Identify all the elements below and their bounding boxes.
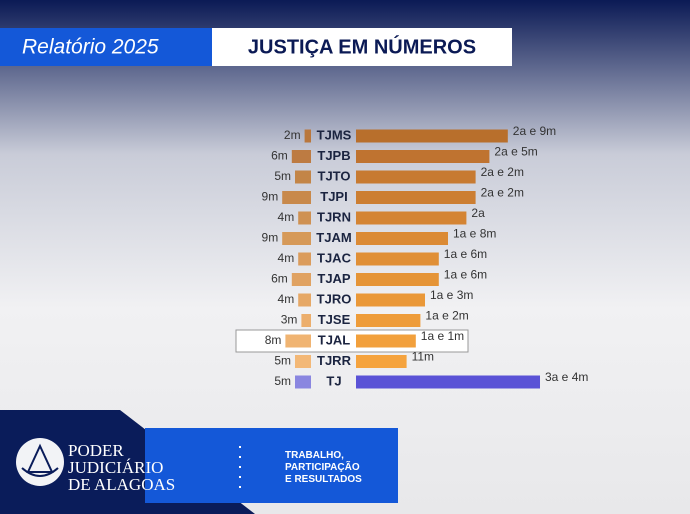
bar (356, 273, 439, 286)
bar (356, 191, 476, 204)
bar (291, 150, 311, 163)
category-label: TJRN (317, 209, 351, 224)
value-label: 5m (274, 354, 291, 368)
bar (356, 314, 421, 327)
value-label: 2a (471, 206, 485, 220)
value-label: 2a e 2m (481, 165, 524, 179)
chart: TJMS 2m 2a e 9m TJPB 6m 2a e 5m TJTO 5m 2a e 2m T… (235, 124, 588, 389)
value-label: 6m (271, 149, 288, 163)
logo-emblem (21, 443, 59, 477)
motto-line: TRABALHO, (285, 450, 344, 461)
bar (356, 252, 439, 266)
value-label: 3m (281, 313, 298, 327)
value-label: 5m (274, 169, 291, 183)
bar (282, 232, 311, 245)
bar (356, 355, 407, 368)
value-label: 1a e 1m (421, 329, 464, 343)
value-label: 4m (278, 210, 295, 224)
header-title: JUSTIÇA EM NÚMEROS (248, 34, 476, 58)
bar (298, 252, 311, 266)
bar (295, 170, 311, 184)
category-label: TJRO (317, 291, 352, 306)
value-label: 3a e 4m (545, 370, 588, 384)
value-label: 6m (271, 272, 288, 286)
value-label: 2a e 2m (481, 186, 524, 200)
category-label: TJAC (317, 250, 352, 265)
motto-line: E RESULTADOS (285, 474, 362, 485)
category-label: TJSE (318, 312, 351, 327)
category-label: TJ (326, 373, 341, 388)
value-label: 2a e 9m (513, 124, 556, 138)
value-label: 2m (284, 128, 301, 142)
bar (301, 314, 311, 327)
footer-band (145, 428, 398, 503)
category-label: TJAL (318, 332, 351, 347)
bar (356, 150, 490, 163)
value-label: 1a e 8m (453, 227, 496, 241)
bar (356, 232, 448, 245)
value-label: 8m (265, 333, 282, 347)
bar (356, 293, 425, 307)
value-label: 9m (262, 190, 279, 204)
value-label: 1a e 6m (444, 268, 487, 282)
motto-line: PARTICIPAÇÃO (285, 460, 360, 473)
logo (16, 438, 64, 486)
header-tag: Relatório 2025 (22, 36, 159, 59)
value-label: 4m (278, 292, 295, 306)
bar (356, 170, 476, 184)
bar (295, 355, 311, 368)
bar (285, 334, 311, 348)
category-label: TJTO (318, 168, 351, 183)
bar (304, 129, 311, 143)
bar (282, 191, 311, 204)
bar (298, 293, 311, 307)
value-label: 5m (274, 374, 291, 388)
institution-line: DE ALAGOAS (68, 475, 175, 494)
category-label: TJPB (317, 148, 350, 163)
institution-line: PODER (68, 441, 124, 460)
bar (291, 273, 311, 286)
value-label: 1a e 2m (425, 309, 468, 323)
bar (298, 211, 311, 225)
category-label: TJPI (320, 189, 347, 204)
category-label: TJAM (316, 230, 351, 245)
bar (356, 375, 540, 389)
bar (356, 129, 508, 143)
bar (356, 334, 416, 348)
value-label: 1a e 3m (430, 288, 473, 302)
value-label: 9m (262, 231, 279, 245)
value-label: 2a e 5m (494, 145, 537, 159)
value-label: 11m (412, 350, 434, 364)
value-label: 4m (278, 251, 295, 265)
bar (295, 375, 311, 389)
value-label: 1a e 6m (444, 247, 487, 261)
category-label: TJMS (317, 127, 352, 142)
category-label: TJRR (317, 353, 352, 368)
header-title-box (212, 28, 512, 66)
institution-line: JUDICIÁRIO (68, 458, 163, 477)
category-label: TJAP (317, 271, 351, 286)
header-tag-box (0, 28, 212, 66)
bar (356, 211, 467, 225)
